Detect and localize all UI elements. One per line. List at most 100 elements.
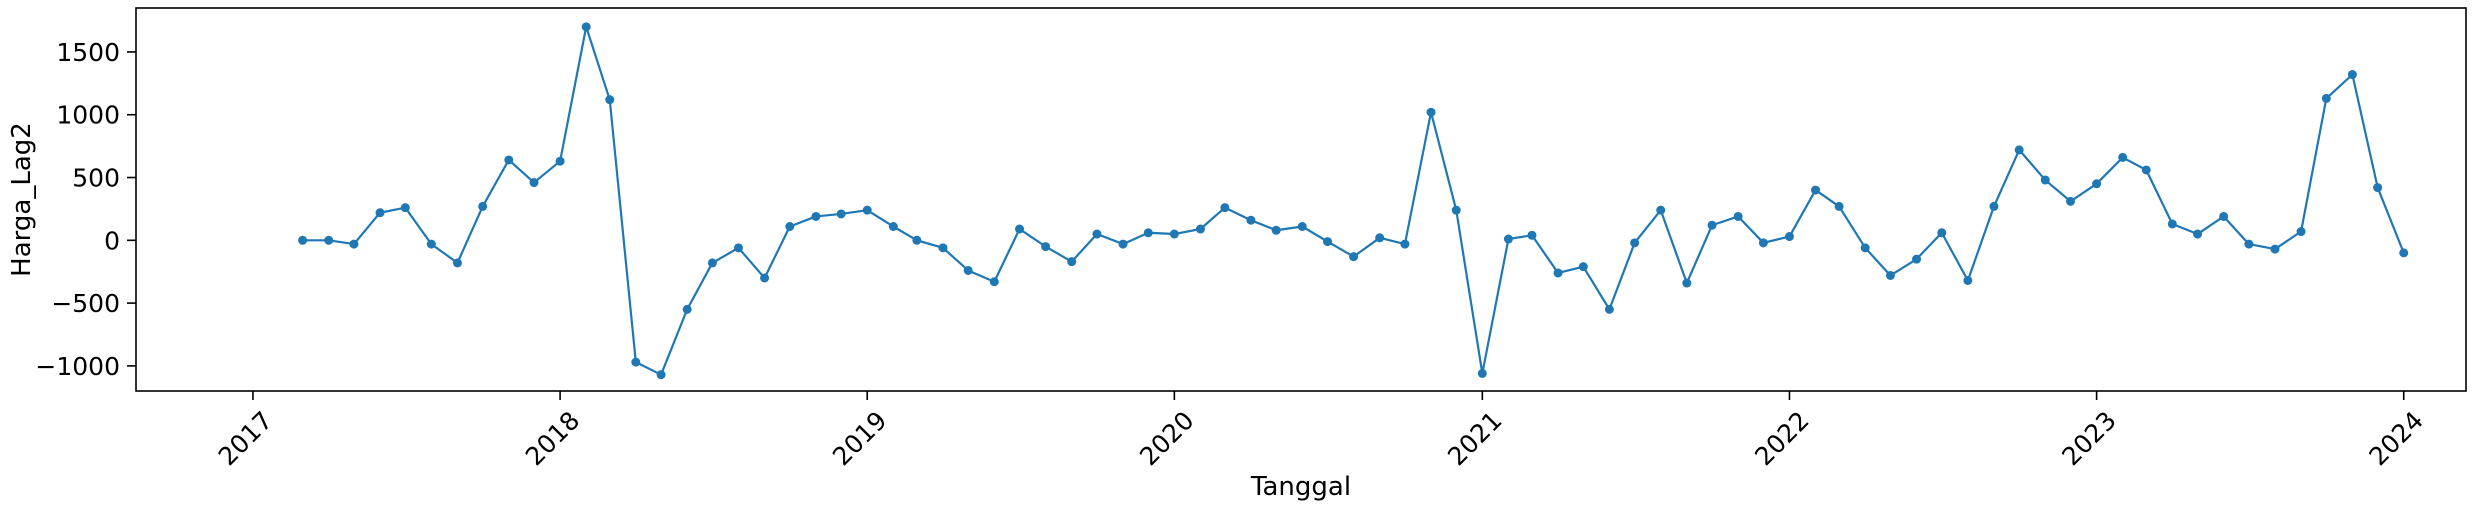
data-point: [349, 239, 359, 249]
x-tick-label: 2022: [1749, 406, 1814, 471]
y-tick-label: 500: [72, 164, 120, 193]
data-point: [888, 222, 898, 231]
data-point: [836, 209, 846, 219]
data-point: [2219, 211, 2229, 221]
data-point: [1811, 185, 1821, 195]
data-point: [1885, 270, 1895, 280]
data-point: [2244, 239, 2254, 249]
data-point: [1912, 254, 1922, 264]
data-point: [1963, 276, 1973, 285]
data-point: [1092, 229, 1102, 239]
data-point: [2014, 145, 2024, 155]
data-point: [1426, 107, 1436, 117]
data-point: [324, 235, 334, 245]
data-point: [504, 155, 514, 165]
x-axis-label: Tanggal: [1250, 472, 1351, 502]
data-point: [1578, 262, 1588, 272]
data-point: [1169, 229, 1179, 239]
data-point: [529, 178, 539, 188]
data-point: [375, 208, 385, 218]
data-point: [1758, 238, 1768, 248]
data-point: [733, 243, 743, 253]
x-tick-label: 2023: [2056, 406, 2121, 471]
data-point: [1989, 201, 1999, 211]
data-point: [1834, 201, 1844, 211]
data-point: [2193, 229, 2203, 239]
data-point: [989, 277, 999, 287]
data-point: [1220, 203, 1230, 213]
data-point: [2399, 248, 2409, 258]
data-point: [1400, 239, 1410, 249]
data-point: [1195, 224, 1205, 234]
data-point: [760, 273, 770, 283]
data-point: [2040, 175, 2050, 185]
data-point: [1784, 232, 1794, 242]
y-tick-label: 1000: [56, 101, 120, 130]
data-point: [1477, 368, 1487, 378]
data-point: [1630, 238, 1640, 248]
data-point: [1323, 237, 1333, 247]
plot-content: [298, 22, 2409, 380]
data-point: [1143, 228, 1153, 238]
data-point: [912, 235, 922, 245]
data-point: [581, 22, 591, 32]
data-point: [1656, 205, 1666, 215]
x-tick-label: 2018: [520, 406, 585, 471]
data-point: [2141, 165, 2151, 175]
data-point: [811, 211, 821, 221]
data-point: [1118, 239, 1128, 249]
data-point: [1733, 211, 1743, 221]
data-point: [1246, 215, 1256, 225]
data-point: [1067, 257, 1077, 267]
data-point: [785, 222, 795, 231]
data-point: [682, 304, 692, 314]
data-point: [1451, 205, 1461, 215]
data-point: [605, 95, 615, 105]
data-point: [298, 235, 308, 245]
data-point: [1682, 278, 1692, 288]
series-line: [302, 25, 2405, 376]
data-point: [1271, 225, 1281, 235]
data-point: [2092, 179, 2102, 189]
x-tick-label: 2019: [827, 406, 892, 471]
data-point: [1860, 243, 1870, 253]
data-point: [631, 357, 641, 367]
x-tick-label: 2020: [1134, 406, 1199, 471]
data-point: [1553, 268, 1563, 278]
y-tick-label: 0: [104, 226, 120, 255]
axes-frame: [135, 7, 2467, 392]
data-point: [1503, 234, 1513, 244]
data-point: [426, 239, 436, 249]
data-point: [2321, 93, 2331, 103]
data-point: [1375, 233, 1385, 243]
data-point: [656, 370, 666, 380]
data-point: [555, 156, 565, 166]
data-point: [2270, 244, 2280, 254]
data-point: [1604, 304, 1614, 314]
x-tick-label: 2017: [213, 406, 278, 471]
data-point: [1297, 222, 1307, 231]
x-tick-label: 2024: [2363, 406, 2428, 471]
data-point: [2347, 70, 2357, 80]
data-point: [1707, 220, 1717, 230]
data-point: [938, 243, 948, 253]
y-axis-ticks: −1000 −500 0 500 1000 1500: [35, 38, 136, 381]
y-tick-label: −1000: [35, 352, 120, 381]
y-axis-label: Harga_Lag2: [7, 122, 37, 277]
data-point: [707, 258, 717, 268]
data-point: [2066, 196, 2076, 206]
x-axis-ticks: 2017 2018 2019 2020 2021 2022 2023 2024: [213, 391, 2429, 471]
data-point: [1041, 242, 1051, 252]
data-point: [2373, 183, 2383, 193]
data-point: [2167, 219, 2177, 229]
data-point: [1937, 228, 1947, 238]
y-tick-label: −500: [51, 289, 120, 318]
data-point: [478, 201, 488, 211]
data-point: [963, 265, 973, 275]
data-point: [2118, 152, 2128, 162]
data-point: [1527, 230, 1537, 240]
data-point: [1015, 224, 1025, 234]
data-point: [400, 203, 410, 213]
data-point: [1349, 252, 1359, 262]
